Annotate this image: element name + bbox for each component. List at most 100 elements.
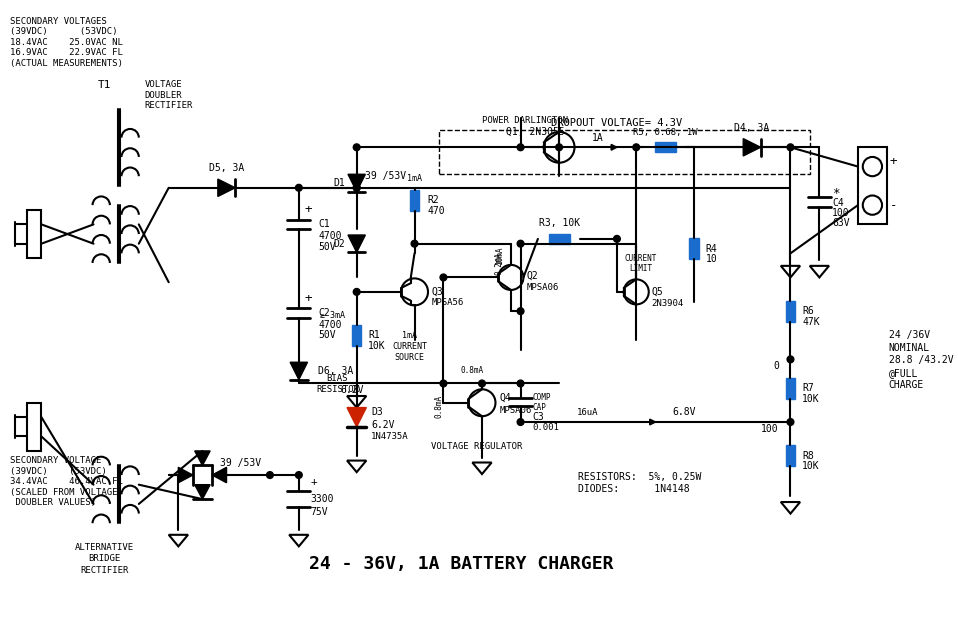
Circle shape <box>295 471 302 478</box>
Circle shape <box>633 144 640 151</box>
Text: 10K: 10K <box>802 461 820 471</box>
Circle shape <box>517 240 524 247</box>
Circle shape <box>354 184 360 191</box>
Text: BRIDGE: BRIDGE <box>88 555 121 563</box>
Text: VOLTAGE: VOLTAGE <box>145 80 182 89</box>
Text: VOLTAGE REGULATOR: VOLTAGE REGULATOR <box>431 442 523 451</box>
Text: T1: T1 <box>98 80 111 90</box>
Text: Q1, 2N3055: Q1, 2N3055 <box>506 127 564 137</box>
Text: 24 - 36V, 1A BATTERY CHARGER: 24 - 36V, 1A BATTERY CHARGER <box>309 555 614 573</box>
Bar <box>549 234 570 244</box>
Text: -: - <box>890 199 898 211</box>
Text: Q4: Q4 <box>499 393 511 403</box>
Circle shape <box>787 144 794 151</box>
Text: CURRENT: CURRENT <box>625 254 657 262</box>
Text: DIODES:      1N4148: DIODES: 1N4148 <box>579 485 690 495</box>
Text: MPSA06: MPSA06 <box>499 406 532 415</box>
Polygon shape <box>743 139 761 156</box>
Circle shape <box>295 184 302 191</box>
Text: ALTERNATIVE: ALTERNATIVE <box>75 543 134 552</box>
Text: R6: R6 <box>802 306 813 316</box>
Circle shape <box>517 144 524 151</box>
Text: NOMINAL: NOMINAL <box>889 343 930 353</box>
Text: C3: C3 <box>532 412 544 422</box>
Text: +: + <box>890 155 898 168</box>
Text: +: + <box>305 203 312 216</box>
Text: Q5: Q5 <box>651 287 663 297</box>
Polygon shape <box>217 179 236 196</box>
Text: R1: R1 <box>368 330 380 340</box>
Text: 100: 100 <box>832 208 850 218</box>
Text: (39VDC)    (53VDC): (39VDC) (53VDC) <box>10 467 106 476</box>
Text: D4, 3A: D4, 3A <box>734 123 769 133</box>
Text: SOURCE: SOURCE <box>395 353 424 362</box>
Text: 100: 100 <box>762 424 779 433</box>
Text: DOUBLER VALUES): DOUBLER VALUES) <box>10 498 96 507</box>
Text: SECONDARY VOLTAGE: SECONDARY VOLTAGE <box>10 456 101 465</box>
Text: LIMIT: LIMIT <box>629 264 652 273</box>
Text: COMP: COMP <box>532 393 551 403</box>
Text: R5, 0.68, 1W: R5, 0.68, 1W <box>633 128 697 138</box>
Text: 4700: 4700 <box>318 320 342 329</box>
Circle shape <box>354 184 360 191</box>
Circle shape <box>354 144 360 151</box>
Polygon shape <box>194 451 210 466</box>
Text: C4: C4 <box>832 198 844 208</box>
Text: 39 /53V: 39 /53V <box>220 459 262 468</box>
Text: @FULL: @FULL <box>889 368 918 378</box>
Text: R3, 10K: R3, 10K <box>538 218 580 228</box>
Text: 28.8 /43.2V: 28.8 /43.2V <box>889 355 953 365</box>
Text: 1N4735A: 1N4735A <box>371 432 409 441</box>
Text: RESISTORS:  5%, 0.25W: RESISTORS: 5%, 0.25W <box>579 472 702 482</box>
Text: DROPOUT VOLTAGE= 4.3V: DROPOUT VOLTAGE= 4.3V <box>551 118 682 128</box>
Text: D3: D3 <box>371 408 383 417</box>
Text: 10K: 10K <box>368 341 386 351</box>
Polygon shape <box>348 235 365 252</box>
Polygon shape <box>611 144 617 150</box>
Text: 2N3904: 2N3904 <box>651 299 684 308</box>
Text: 0: 0 <box>773 361 779 371</box>
Text: 0.2mA: 0.2mA <box>495 251 504 274</box>
Text: CHARGE: CHARGE <box>889 380 924 391</box>
Text: D5, 3A: D5, 3A <box>209 163 244 174</box>
Text: 1mA: 1mA <box>402 331 417 339</box>
Bar <box>786 378 795 399</box>
Bar <box>786 445 795 466</box>
Circle shape <box>440 274 446 281</box>
Polygon shape <box>348 174 365 192</box>
Text: 18.4VAC    25.0VAC NL: 18.4VAC 25.0VAC NL <box>10 38 123 47</box>
Circle shape <box>440 380 446 387</box>
Polygon shape <box>347 408 366 427</box>
Text: 75V: 75V <box>310 507 328 517</box>
Text: D1: D1 <box>333 178 345 188</box>
Text: (SCALED FROM VOLTAGE: (SCALED FROM VOLTAGE <box>10 488 117 497</box>
Polygon shape <box>212 468 226 483</box>
Text: MPSA56: MPSA56 <box>432 298 464 307</box>
Text: RECTIFIER: RECTIFIER <box>145 102 193 110</box>
Polygon shape <box>650 419 655 425</box>
Circle shape <box>479 380 486 387</box>
Text: 3300: 3300 <box>310 494 334 504</box>
Text: 63V: 63V <box>832 218 850 228</box>
Circle shape <box>517 380 524 387</box>
Text: 47K: 47K <box>802 317 820 327</box>
Text: C2: C2 <box>318 308 330 318</box>
Circle shape <box>354 288 360 295</box>
Polygon shape <box>290 362 308 380</box>
Text: 50V: 50V <box>318 242 335 252</box>
Text: D6, 3A: D6, 3A <box>318 366 354 376</box>
Bar <box>27 403 41 451</box>
Text: R7: R7 <box>802 383 813 393</box>
Text: BIAS: BIAS <box>327 374 348 383</box>
Circle shape <box>787 356 794 363</box>
Text: POWER DARLINGTON: POWER DARLINGTON <box>483 116 568 125</box>
Bar <box>352 325 361 346</box>
Text: 0.8mA: 0.8mA <box>461 367 484 375</box>
Text: 6.2V: 6.2V <box>371 420 395 430</box>
Text: 34.4VAC    46.4VAC FL: 34.4VAC 46.4VAC FL <box>10 477 123 487</box>
Circle shape <box>556 144 562 151</box>
Text: D2: D2 <box>333 239 345 249</box>
Circle shape <box>787 418 794 425</box>
Circle shape <box>517 308 524 314</box>
Bar <box>786 300 795 322</box>
